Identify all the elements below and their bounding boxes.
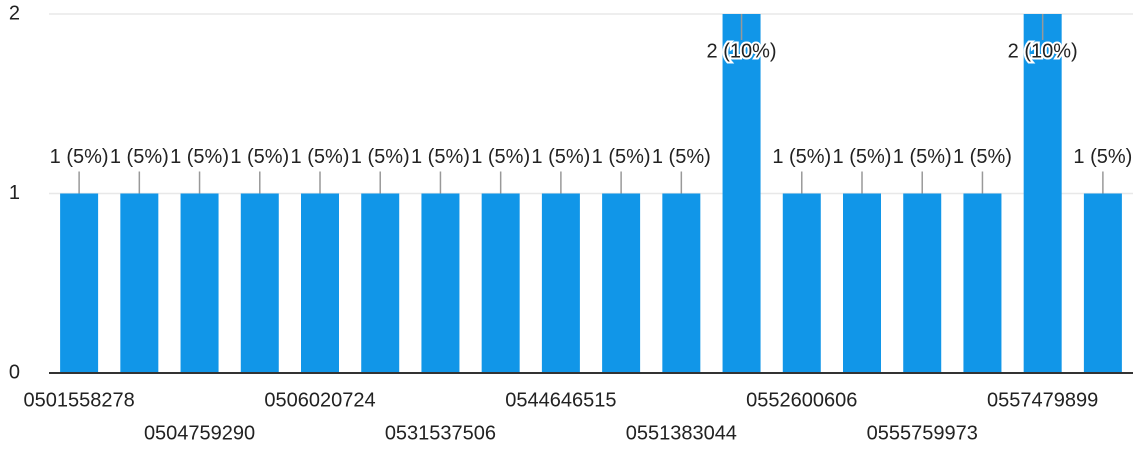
x-tick-label: 0557479899: [987, 389, 1098, 411]
bar: [963, 193, 1002, 373]
y-tick-label: 0: [9, 361, 20, 383]
value-label: 1 (5%): [531, 146, 590, 168]
bar: [662, 193, 701, 373]
bar: [722, 14, 761, 373]
value-label: 1 (5%): [411, 146, 470, 168]
bar: [481, 193, 520, 373]
bar: [602, 193, 641, 373]
y-tick-label: 1: [9, 182, 20, 204]
value-label: 1 (5%): [230, 146, 289, 168]
bar: [903, 193, 942, 373]
value-label: 1 (5%): [110, 146, 169, 168]
value-label: 2 (10%): [1008, 40, 1078, 62]
bar: [1023, 14, 1062, 373]
x-tick-label: 0555759973: [867, 422, 978, 444]
value-label: 1 (5%): [592, 146, 651, 168]
x-tick-label: 0506020724: [264, 389, 375, 411]
bar: [240, 193, 279, 373]
value-label: 1 (5%): [291, 146, 350, 168]
value-label: 1 (5%): [893, 146, 952, 168]
bar: [120, 193, 159, 373]
value-label: 1 (5%): [652, 146, 711, 168]
x-tick-label: 0531537506: [385, 422, 496, 444]
value-label: 1 (5%): [833, 146, 892, 168]
bar: [843, 193, 881, 373]
x-tick-label: 0544646515: [505, 389, 616, 411]
bar: [782, 193, 821, 373]
x-tick-label: 0551383044: [626, 422, 737, 444]
x-tick-label: 0501558278: [23, 389, 134, 411]
bar: [60, 193, 99, 373]
value-label: 1 (5%): [772, 146, 831, 168]
x-tick-label: 0552600606: [746, 389, 857, 411]
bar: [421, 193, 460, 373]
bar: [361, 193, 400, 373]
value-label: 1 (5%): [1073, 146, 1132, 168]
bar: [301, 193, 339, 373]
bar: [541, 193, 580, 373]
value-label: 1 (5%): [170, 146, 229, 168]
value-label: 1 (5%): [351, 146, 410, 168]
value-label: 2 (10%): [707, 40, 777, 62]
bar: [1083, 193, 1122, 373]
value-label: 1 (5%): [953, 146, 1012, 168]
y-tick-label: 2: [9, 2, 20, 24]
x-tick-label: 0504759290: [144, 422, 255, 444]
value-label: 1 (5%): [50, 146, 109, 168]
bar: [180, 193, 219, 373]
value-label: 1 (5%): [471, 146, 530, 168]
